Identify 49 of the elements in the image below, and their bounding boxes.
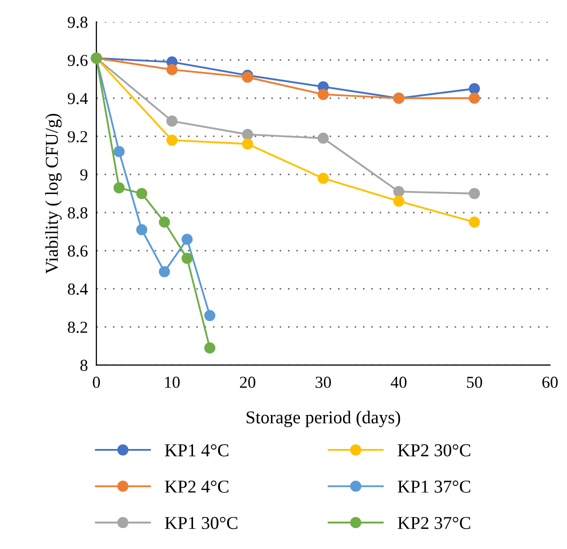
point (468, 92, 480, 104)
legend-label: KP2 30°C (398, 444, 470, 456)
y-tick-label: 9.2 (68, 131, 88, 142)
x-tick-label: 10 (165, 376, 180, 388)
point (182, 252, 193, 264)
y-tick-label: 9 (80, 169, 88, 180)
point (468, 83, 480, 94)
point (204, 310, 216, 322)
point (393, 186, 404, 198)
y-tick-label: 8.4 (68, 284, 88, 295)
y-tick-label: 9.8 (68, 16, 88, 28)
point (136, 224, 148, 236)
point (166, 64, 178, 76)
x-tick-label: 20 (240, 376, 256, 388)
point (158, 266, 170, 278)
point (468, 216, 480, 228)
x-tick-label: 60 (542, 376, 558, 388)
x-tick-label: 30 (316, 376, 331, 388)
point (242, 138, 254, 150)
point (318, 172, 329, 184)
point (114, 182, 125, 194)
x-axis-title: Storage period (days) (246, 410, 400, 428)
legend-label: KP1 4°C (164, 444, 228, 456)
y-tick-label: 8 (80, 360, 88, 372)
point (166, 116, 178, 127)
point (318, 88, 329, 100)
y-tick-label: 9.6 (68, 54, 88, 66)
point (204, 342, 216, 354)
x-tick-label: 50 (467, 376, 482, 388)
y-tick-label: 8.2 (68, 322, 88, 333)
point (393, 196, 404, 207)
point (114, 146, 125, 158)
y-tick-label: 8.8 (68, 207, 88, 219)
y-tick-label: 9.4 (68, 92, 88, 104)
point (318, 132, 329, 144)
x-tick-label: 0 (92, 376, 100, 388)
legend-label: KP2 37°C (398, 516, 470, 530)
point (468, 188, 480, 200)
legend-label: KP1 30°C (164, 516, 238, 530)
point (158, 216, 170, 228)
y-tick-label: 8.6 (68, 245, 88, 257)
legend-label: KP1 37°C (398, 480, 470, 493)
point (136, 188, 148, 200)
x-tick-label: 40 (390, 376, 406, 388)
y-axis-title: Viability ( log CFU/g) (45, 114, 62, 274)
point (242, 128, 254, 140)
point (166, 134, 178, 146)
point (182, 234, 193, 245)
legend-label: KP2 4°C (164, 480, 228, 493)
